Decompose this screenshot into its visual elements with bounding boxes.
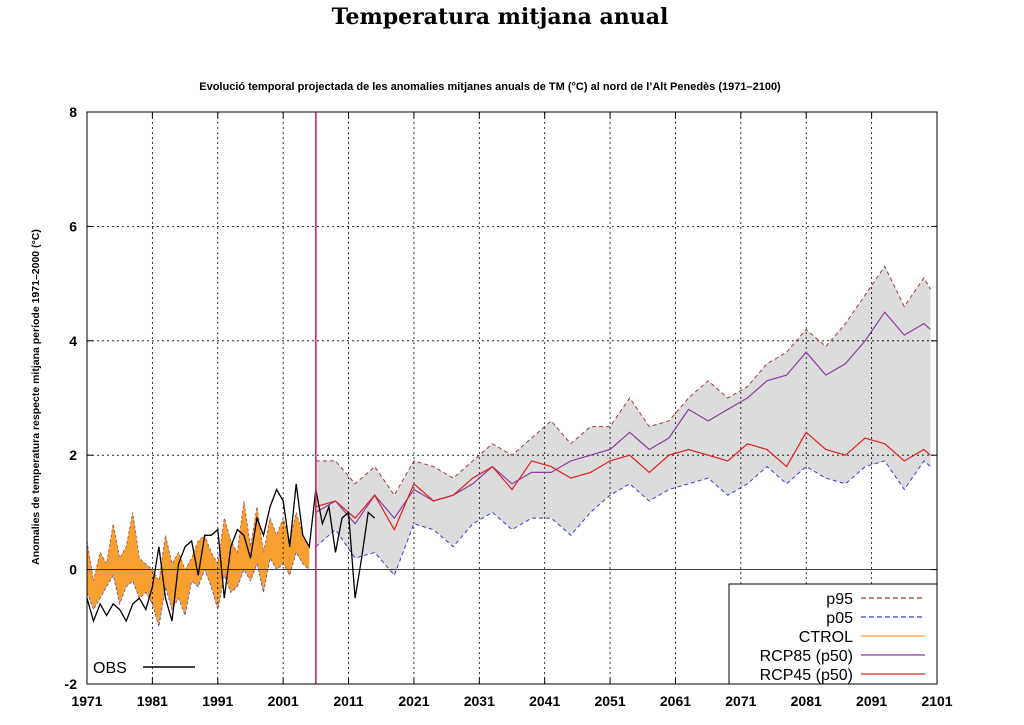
legend-label-ctrol: CTROL bbox=[799, 629, 853, 646]
legend-label-rcp85: RCP85 (p50) bbox=[760, 648, 853, 665]
x-tick-label: 2011 bbox=[333, 693, 364, 709]
y-tick-label: 8 bbox=[69, 104, 77, 120]
ctrol-range-band bbox=[87, 501, 310, 627]
page-title: Temperatura mitjana anual bbox=[331, 4, 669, 30]
legend-label-p05: p05 bbox=[826, 610, 853, 627]
p95-line bbox=[315, 265, 931, 497]
y-tick-label: 6 bbox=[69, 218, 77, 234]
y-tick-label: 4 bbox=[69, 333, 77, 349]
obs-legend-label: OBS bbox=[93, 660, 127, 677]
legend: OBS p95 p05 CTROL RCP85 (p50) RCP45 (p50) bbox=[93, 583, 938, 685]
x-tick-label: 2051 bbox=[594, 693, 625, 709]
x-tick-label: 2021 bbox=[398, 693, 429, 709]
x-tick-label: 1971 bbox=[71, 693, 102, 709]
x-tick-label: 2091 bbox=[856, 693, 887, 709]
obs-line bbox=[86, 483, 376, 624]
x-tick-label: 2071 bbox=[725, 693, 756, 709]
x-tick-label: 2061 bbox=[660, 693, 691, 709]
y-tick-label: 2 bbox=[69, 447, 77, 463]
ctrol-p95-line bbox=[86, 500, 310, 583]
legend-label-rcp45: RCP45 (p50) bbox=[760, 667, 853, 684]
y-tick-label: 0 bbox=[69, 562, 77, 578]
projection-range-band bbox=[315, 266, 931, 576]
x-tick-label: 2081 bbox=[791, 693, 822, 709]
x-tick-label: 2001 bbox=[268, 693, 299, 709]
plot-frame bbox=[86, 111, 938, 685]
legend-box bbox=[728, 583, 938, 685]
y-tick-label: -2 bbox=[65, 676, 78, 692]
x-tick-label: 2041 bbox=[529, 693, 560, 709]
x-tick-label: 1991 bbox=[202, 693, 233, 709]
legend-label-p95: p95 bbox=[826, 591, 853, 608]
x-tick-label: 2031 bbox=[464, 693, 495, 709]
ctrol-p05-line bbox=[86, 551, 310, 627]
x-tick-label: 1981 bbox=[137, 693, 168, 709]
y-axis-label: Anomalies de temperatura respecte mitjan… bbox=[30, 229, 42, 565]
chart-title: Evolució temporal projectada de les anom… bbox=[199, 81, 781, 93]
x-tick-label: 2101 bbox=[921, 693, 952, 709]
rcp85-line bbox=[315, 311, 931, 525]
rcp45-line bbox=[315, 431, 931, 531]
